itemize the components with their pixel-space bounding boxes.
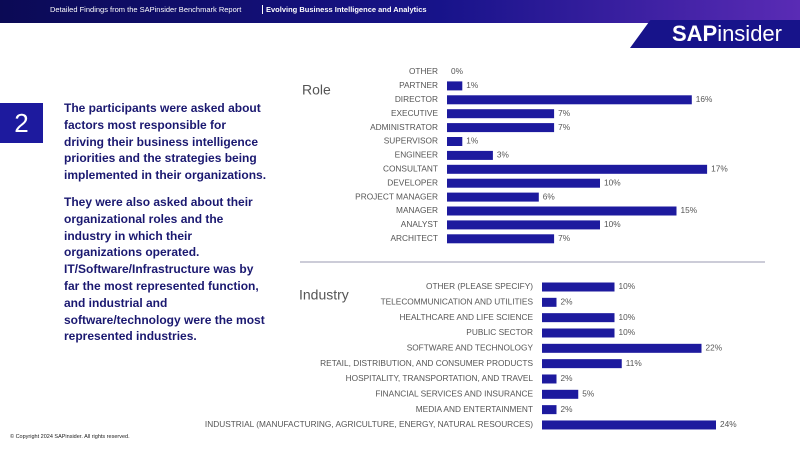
value-label: 22% (706, 343, 723, 353)
value-label: 2% (561, 404, 574, 414)
value-label: 15% (681, 205, 698, 215)
chart-title: Industry (299, 287, 349, 303)
bar (447, 178, 600, 188)
section-number: 2 (0, 103, 43, 143)
bar (447, 109, 555, 119)
category-label: OTHER (409, 66, 438, 76)
value-label: 11% (626, 358, 643, 368)
category-label: ENGINEER (395, 150, 438, 160)
category-label: SOFTWARE AND TECHNOLOGY (407, 343, 534, 353)
logo: SAPinsider (630, 20, 800, 48)
bar (447, 123, 555, 133)
bar (447, 164, 708, 174)
bar (542, 374, 557, 384)
bar (542, 359, 622, 369)
category-label: SUPERVISOR (384, 136, 438, 146)
bar (542, 389, 579, 399)
value-label: 7% (558, 233, 571, 243)
value-label: 10% (604, 219, 621, 229)
bar (447, 137, 463, 146)
header-topic: Evolving Business Intelligence and Analy… (262, 5, 427, 14)
category-label: HOSPITALITY, TRANSPORTATION, AND TRAVEL (346, 373, 534, 383)
bar (542, 297, 557, 307)
value-label: 24% (720, 419, 737, 429)
value-label: 2% (561, 297, 574, 307)
value-label: 1% (466, 80, 479, 90)
bar (447, 220, 600, 230)
bar (447, 81, 463, 91)
bar (542, 420, 716, 430)
category-label: INDUSTRIAL (MANUFACTURING, AGRICULTURE, … (205, 419, 533, 429)
category-label: PARTNER (399, 80, 438, 90)
value-label: 6% (543, 191, 556, 201)
chart-title: Role (302, 82, 331, 98)
category-label: RETAIL, DISTRIBUTION, AND CONSUMER PRODU… (320, 358, 533, 368)
category-label: PROJECT MANAGER (355, 191, 438, 201)
bar (542, 405, 557, 415)
value-label: 2% (561, 373, 574, 383)
copyright: © Copyright 2024 SAPinsider. All rights … (10, 434, 130, 440)
value-label: 5% (582, 388, 595, 398)
logo-bold: SAP (671, 21, 718, 46)
bar (447, 206, 677, 216)
category-label: HEALTHCARE AND LIFE SCIENCE (399, 312, 533, 322)
value-label: 10% (619, 312, 636, 322)
bar (447, 150, 493, 160)
category-label: DIRECTOR (395, 94, 438, 104)
bar (447, 234, 555, 244)
category-label: FINANCIAL SERVICES AND INSURANCE (375, 388, 533, 398)
bar (542, 328, 615, 338)
category-label: MANAGER (396, 205, 438, 215)
value-label: 10% (604, 177, 621, 187)
value-label: 7% (558, 108, 571, 118)
category-label: OTHER (PLEASE SPECIFY) (426, 281, 533, 291)
header-report: Detailed Findings from the SAPinsider Be… (50, 5, 242, 14)
bar (447, 95, 692, 105)
category-label: ADMINISTRATOR (370, 122, 438, 132)
category-label: ARCHITECT (391, 233, 438, 243)
paragraph: They were also asked about their organiz… (64, 195, 265, 344)
value-label: 10% (619, 281, 636, 291)
value-label: 0% (451, 66, 464, 76)
category-label: TELECOMMUNICATION AND UTILITIES (381, 297, 534, 307)
bar (542, 282, 615, 292)
bar (542, 313, 615, 323)
bar (447, 192, 539, 202)
category-label: ANALYST (401, 219, 438, 229)
value-label: 1% (466, 136, 479, 146)
value-label: 10% (619, 327, 636, 337)
paragraph: The participants were asked about factor… (64, 101, 267, 183)
category-label: MEDIA AND ENTERTAINMENT (416, 404, 533, 414)
category-label: PUBLIC SECTOR (466, 327, 533, 337)
category-label: DEVELOPER (387, 177, 438, 187)
value-label: 3% (497, 150, 510, 160)
value-label: 16% (696, 94, 713, 104)
header-bar: Detailed Findings from the SAPinsider Be… (0, 0, 800, 23)
bar (542, 343, 702, 353)
logo-light: insider (717, 21, 782, 46)
value-label: 17% (711, 163, 728, 173)
category-label: CONSULTANT (383, 163, 438, 173)
value-label: 7% (558, 122, 571, 132)
category-label: EXECUTIVE (391, 108, 438, 118)
